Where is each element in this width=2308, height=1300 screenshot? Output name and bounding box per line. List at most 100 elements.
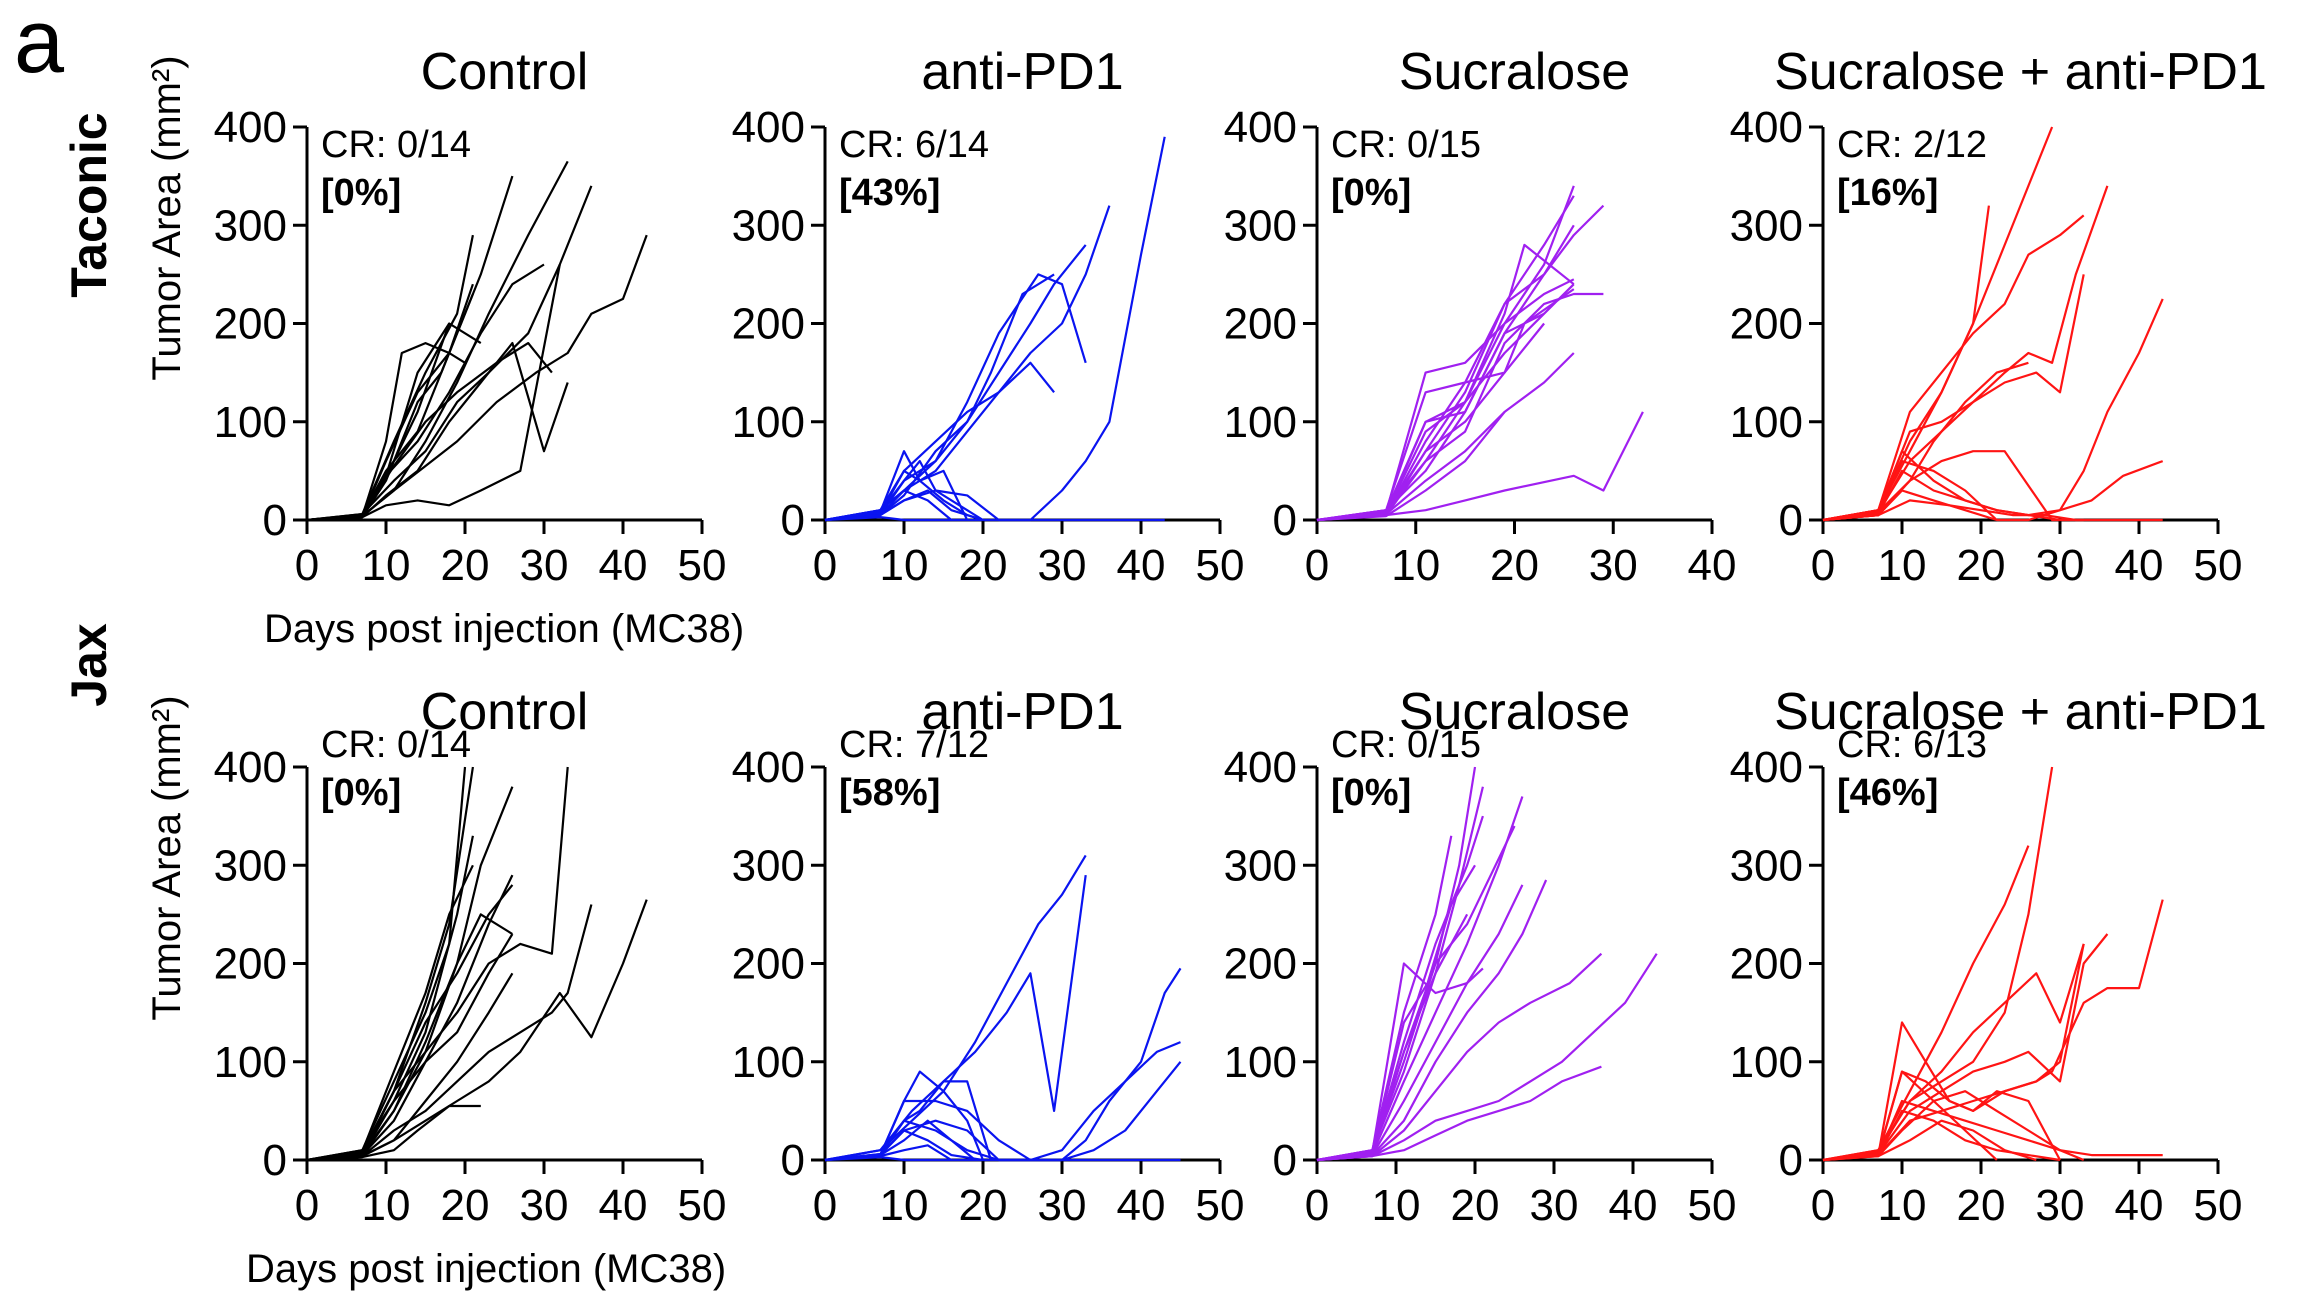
series-line-11 <box>824 1155 1181 1162</box>
y-tick-label: 200 <box>732 300 805 349</box>
x-tick-label: 30 <box>520 541 569 590</box>
x-tick-label: 40 <box>1688 541 1737 590</box>
series-line-11 <box>1316 1065 1602 1162</box>
x-tick-label: 10 <box>362 1181 411 1230</box>
cr-count: CR: 0/15 <box>1331 124 1481 166</box>
series-line-3 <box>1316 204 1605 522</box>
series-line-14 <box>1316 322 1545 522</box>
y-tick-label: 300 <box>732 201 805 250</box>
x-tick-label: 30 <box>1589 541 1638 590</box>
x-axis-label-jax: Days post injection (MC38) <box>246 1247 726 1291</box>
series-line-1 <box>1316 185 1575 522</box>
y-tick-label: 0 <box>1273 1136 1297 1185</box>
y-tick-label: 400 <box>1224 103 1297 152</box>
x-tick-label: 10 <box>1878 541 1927 590</box>
x-tick-label: 50 <box>678 541 727 590</box>
series-line-3 <box>1822 214 2085 522</box>
chart-panel-taconic-2: anti-PD1 0 100 200 300 400 0 10 20 30 40 50 CR: 6/14… <box>732 43 1245 590</box>
y-tick-label: 100 <box>214 1038 287 1087</box>
x-tick-label: 30 <box>2036 541 2085 590</box>
x-tick-label: 50 <box>1196 1181 1245 1230</box>
y-tick-label: 400 <box>214 103 287 152</box>
y-tick-label: 100 <box>1730 1038 1803 1087</box>
x-tick-label: 20 <box>1957 1181 2006 1230</box>
series-line-10 <box>306 342 569 522</box>
series-line-11 <box>306 904 593 1162</box>
series-line-11 <box>1822 1090 2085 1162</box>
chart-panel-taconic-1: Control 0 100 200 300 400 0 10 20 30 40 50 CR: 0/14 [… <box>214 43 727 590</box>
x-tick-label: 0 <box>813 541 837 590</box>
cr-count: CR: 6/14 <box>839 124 989 166</box>
series-line-10 <box>1316 953 1658 1162</box>
y-tick-label: 100 <box>732 398 805 447</box>
y-tick-label: 200 <box>732 940 805 989</box>
x-tick-label: 40 <box>1117 1181 1166 1230</box>
x-tick-label: 40 <box>2115 1181 2164 1230</box>
series-line-10 <box>1822 460 2164 522</box>
series-line-10 <box>1822 1070 1998 1162</box>
y-tick-label: 0 <box>781 1136 805 1185</box>
series-line-4 <box>1822 933 2109 1162</box>
series-line-8 <box>1822 1099 2163 1162</box>
cr-count: CR: 2/12 <box>1837 124 1987 166</box>
y-tick-label: 300 <box>214 841 287 890</box>
series-line-14 <box>1316 913 1469 1162</box>
y-tick-label: 400 <box>1730 743 1803 792</box>
y-tick-label: 0 <box>263 496 287 545</box>
chart-title: anti-PD1 <box>921 683 1123 741</box>
x-tick-label: 10 <box>880 1181 929 1230</box>
x-tick-label: 0 <box>1811 541 1835 590</box>
y-tick-label: 400 <box>1224 743 1297 792</box>
y-tick-label: 300 <box>1730 201 1803 250</box>
series-line-3 <box>306 234 474 522</box>
series-line-6 <box>824 361 1055 522</box>
series-line-5 <box>1316 825 1516 1162</box>
x-tick-label: 20 <box>959 1181 1008 1230</box>
y-tick-label: 100 <box>732 1038 805 1087</box>
series-line-6 <box>306 874 514 1162</box>
x-tick-label: 0 <box>295 541 319 590</box>
series-line-9 <box>824 450 969 522</box>
series-line-9 <box>824 1129 984 1162</box>
x-tick-label: 50 <box>678 1181 727 1230</box>
x-tick-label: 30 <box>1038 1181 1087 1230</box>
chart-panel-taconic-4: Sucralose + anti-PD1 0 100 200 300 400 0 10 20 30… <box>1730 43 2267 590</box>
y-tick-label: 0 <box>263 1136 287 1185</box>
x-tick-label: 30 <box>2036 1181 2085 1230</box>
chart-title: Control <box>421 683 589 741</box>
y-tick-label: 0 <box>781 496 805 545</box>
x-tick-label: 20 <box>959 541 1008 590</box>
series-line-11 <box>306 342 553 522</box>
y-tick-label: 300 <box>1224 841 1297 890</box>
x-tick-label: 20 <box>1490 541 1539 590</box>
series-line-2 <box>1316 195 1575 522</box>
series-line-11 <box>1822 450 2084 522</box>
y-tick-label: 200 <box>214 300 287 349</box>
x-tick-label: 20 <box>1957 541 2006 590</box>
chart-panel-jax-4: Sucralose + anti-PD1 0 100 200 300 400 0 10 20 30… <box>1730 683 2267 1230</box>
chart-panel-jax-3: Sucralose 0 100 200 300 400 0 10 20 30 40 50 CR: 0/1… <box>1224 683 1737 1230</box>
y-axis-label-taconic: Tumor Area (mm²) <box>145 55 189 380</box>
x-tick-label: 10 <box>880 541 929 590</box>
x-tick-label: 30 <box>1530 1181 1579 1230</box>
series-line-12 <box>824 515 1165 522</box>
cr-count: CR: 7/12 <box>839 724 989 766</box>
y-tick-label: 200 <box>1730 300 1803 349</box>
series-line-5 <box>306 175 514 522</box>
cr-count: CR: 6/13 <box>1837 724 1987 766</box>
series-line-9 <box>1822 1109 2061 1162</box>
cr-percent: [43%] <box>839 172 940 214</box>
series-line-13 <box>306 1104 481 1162</box>
chart-panel-taconic-3: Sucralose 0 100 200 300 400 0 10 20 30 40 CR: 0/15 [… <box>1224 43 1737 590</box>
chart-title: Sucralose <box>1399 43 1630 101</box>
cr-percent: [0%] <box>1331 172 1411 214</box>
x-tick-label: 10 <box>1878 1181 1927 1230</box>
x-tick-label: 0 <box>295 1181 319 1230</box>
series-line-1 <box>306 766 467 1162</box>
series-line-8 <box>306 185 593 522</box>
series-line-2 <box>824 874 1087 1162</box>
y-tick-label: 400 <box>732 743 805 792</box>
series-line-8 <box>1316 879 1548 1162</box>
x-tick-label: 0 <box>813 1181 837 1230</box>
